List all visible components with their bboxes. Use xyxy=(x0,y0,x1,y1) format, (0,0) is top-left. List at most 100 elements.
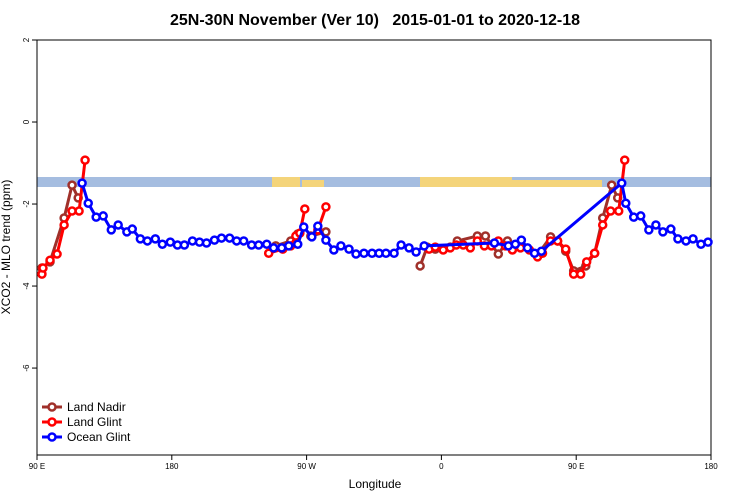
data-point xyxy=(98,211,108,221)
data-point xyxy=(313,221,323,231)
data-point xyxy=(52,249,62,259)
data-point xyxy=(516,235,527,245)
legend-label: Land Nadir xyxy=(67,400,126,414)
data-point xyxy=(336,241,346,251)
data-point xyxy=(321,202,331,212)
data-point xyxy=(589,248,600,258)
data-point xyxy=(560,244,571,254)
y-tick-label: -6 xyxy=(22,364,31,372)
data-point xyxy=(673,234,683,244)
data-point xyxy=(536,246,547,256)
data-point xyxy=(489,238,500,248)
data-point xyxy=(293,239,303,249)
data-point xyxy=(67,180,77,190)
data-point xyxy=(404,243,414,253)
data-point xyxy=(415,261,425,271)
data-point xyxy=(165,237,176,247)
y-axis-label: XCO2 - MLO trend (ppm) xyxy=(0,180,13,315)
y-tick-label: -4 xyxy=(22,282,31,290)
data-point xyxy=(284,241,294,251)
land-strip xyxy=(512,180,602,187)
data-point xyxy=(651,220,661,230)
chart-title: 25N-30N November (Ver 10) 2015-01-01 to … xyxy=(170,12,580,29)
data-point xyxy=(262,239,272,249)
data-point xyxy=(179,240,190,250)
data-point xyxy=(597,220,608,230)
x-tick-label: 180 xyxy=(165,462,179,471)
data-point xyxy=(268,243,279,253)
data-point xyxy=(359,248,369,258)
legend-marker xyxy=(47,432,57,442)
data-point xyxy=(613,206,624,216)
ocean-strip xyxy=(37,177,711,187)
data-point xyxy=(77,178,87,188)
x-tick-label: 90 E xyxy=(29,462,45,471)
data-point xyxy=(142,236,153,246)
data-point xyxy=(522,243,533,253)
data-point xyxy=(216,233,227,243)
data-point xyxy=(666,224,676,234)
land-strip xyxy=(272,177,300,187)
data-point xyxy=(59,220,69,230)
data-point xyxy=(644,225,654,235)
data-point xyxy=(621,198,631,208)
data-point xyxy=(321,235,331,245)
legend-label: Ocean Glint xyxy=(67,430,131,444)
land-strip xyxy=(420,177,512,187)
data-point xyxy=(127,224,138,234)
y-tick-label: 0 xyxy=(22,119,31,124)
data-point xyxy=(45,255,55,265)
data-point xyxy=(74,206,84,216)
data-point xyxy=(636,211,646,221)
data-point xyxy=(389,248,399,258)
data-point xyxy=(703,237,713,247)
data-point xyxy=(300,204,310,214)
data-point xyxy=(658,227,668,237)
data-point xyxy=(480,231,491,241)
data-point xyxy=(619,155,630,165)
data-point xyxy=(307,232,317,242)
data-point xyxy=(688,234,698,244)
data-point xyxy=(329,245,339,255)
data-point xyxy=(493,249,504,259)
legend-marker xyxy=(47,417,57,427)
data-point xyxy=(106,225,117,235)
data-point xyxy=(263,248,274,258)
data-point xyxy=(419,241,429,251)
data-point xyxy=(510,239,521,249)
legend-marker xyxy=(47,402,57,412)
x-tick-label: 0 xyxy=(439,462,444,471)
data-point xyxy=(253,240,264,250)
data-point xyxy=(113,220,123,230)
y-tick-label: 2 xyxy=(22,37,31,42)
data-point xyxy=(201,238,212,248)
data-point xyxy=(605,206,616,216)
series-line xyxy=(40,159,627,276)
x-axis-label: Longitude xyxy=(349,477,402,491)
data-point xyxy=(157,239,168,249)
data-point xyxy=(396,240,406,250)
data-point xyxy=(83,198,93,208)
y-tick-label: -2 xyxy=(22,200,31,208)
data-point xyxy=(575,269,586,279)
plot-frame xyxy=(36,39,712,456)
data-point xyxy=(299,222,309,232)
data-point xyxy=(606,180,617,190)
surface-strip xyxy=(37,177,711,187)
data-point xyxy=(351,249,361,259)
data-point xyxy=(616,178,627,188)
data-point xyxy=(238,236,249,246)
data-point xyxy=(381,248,391,258)
data-point xyxy=(38,263,48,273)
x-tick-label: 180 xyxy=(704,462,718,471)
data-point xyxy=(150,234,161,244)
data-point xyxy=(581,257,592,267)
land-strip xyxy=(302,180,324,187)
legend-label: Land Glint xyxy=(67,415,122,429)
data-point xyxy=(411,247,421,257)
x-tick-label: 90 W xyxy=(297,462,316,471)
data-point xyxy=(80,155,90,165)
x-tick-label: 90 E xyxy=(568,462,584,471)
